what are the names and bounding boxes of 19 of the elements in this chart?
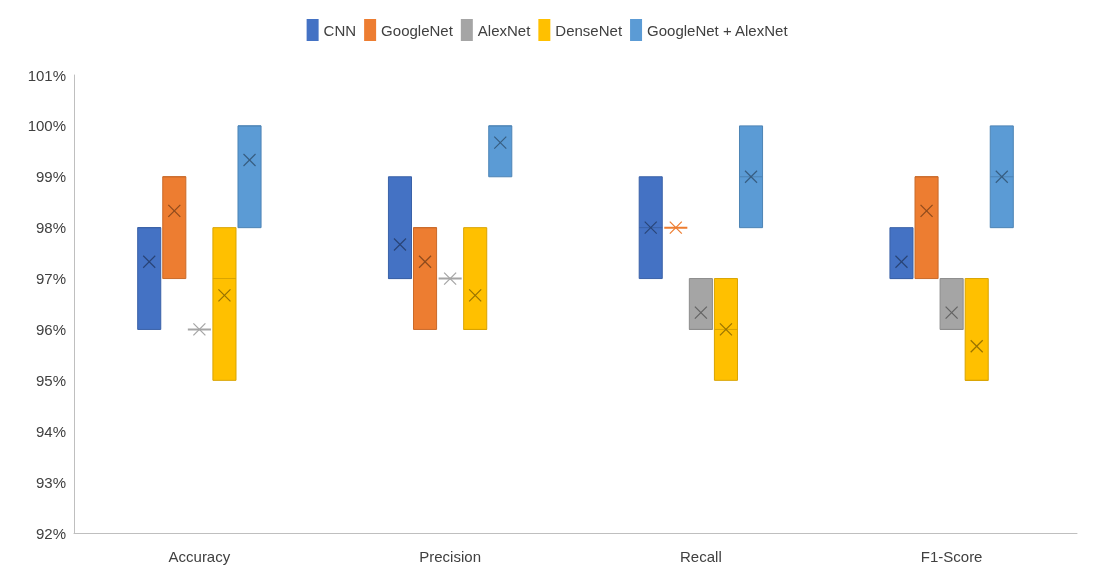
- x-tick-label: Recall: [680, 548, 722, 565]
- legend-label: CNN: [323, 21, 357, 39]
- y-tick-label: 98%: [35, 219, 66, 237]
- y-tick-label: 100%: [27, 117, 66, 135]
- y-tick-label: 99%: [35, 168, 66, 186]
- legend-label: AlexNet: [477, 21, 532, 39]
- y-tick-label: 101%: [27, 66, 66, 84]
- y-tick-label: 93%: [35, 473, 66, 491]
- x-tick-label: F1-Score: [920, 548, 983, 565]
- y-tick-label: 92%: [35, 524, 66, 542]
- y-tick-label: 97%: [35, 270, 66, 288]
- y-tick-label: 94%: [35, 422, 66, 440]
- y-tick-label: 95%: [35, 371, 66, 389]
- legend-label: DenseNet: [555, 21, 623, 39]
- legend-label: GoogleNet: [381, 21, 454, 39]
- y-tick-label: 96%: [35, 320, 66, 338]
- legend-label: GoogleNet + AlexNet: [647, 21, 789, 39]
- x-tick-label: Accuracy: [168, 548, 231, 565]
- x-tick-label: Precision: [419, 548, 481, 565]
